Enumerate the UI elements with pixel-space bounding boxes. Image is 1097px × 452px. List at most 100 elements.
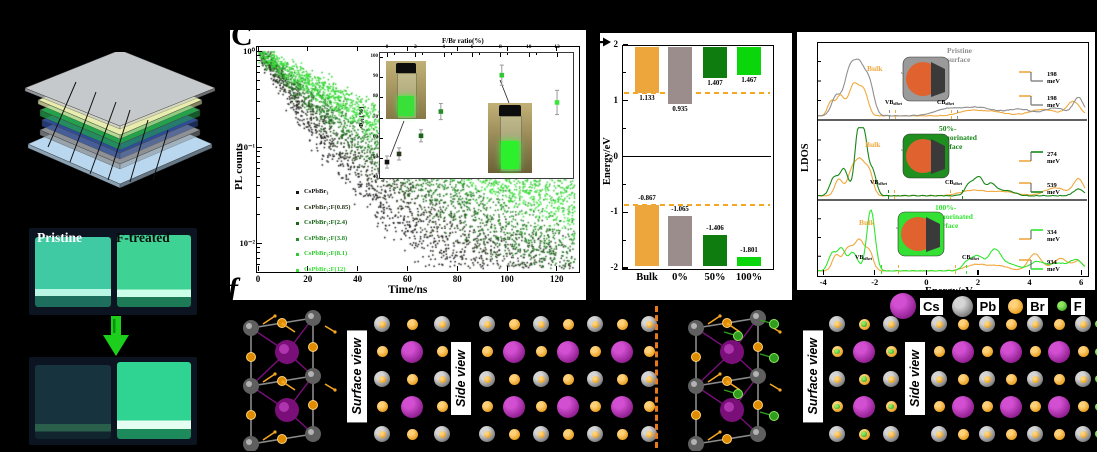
- br-on-pb: [983, 375, 991, 383]
- cs-site: [611, 340, 633, 363]
- cbm-value-label: 1.407: [707, 80, 723, 88]
- cs-site: [401, 395, 423, 418]
- legend-marker: [296, 269, 299, 272]
- y-minor-tick: [257, 60, 260, 62]
- inset-x-tick: [528, 53, 530, 57]
- vb-offset-tick: [888, 110, 890, 119]
- offset-step-glyph: [1019, 229, 1043, 240]
- legend-marker: [296, 191, 299, 194]
- br-site: [376, 346, 388, 357]
- br-on-pb: [483, 375, 491, 383]
- br-site: [1077, 401, 1089, 412]
- inset-x-tick-label: 2: [413, 44, 417, 50]
- br-site: [562, 318, 574, 330]
- br-on-pb: [645, 320, 653, 328]
- cs-site: [1000, 395, 1022, 418]
- br-on-pb: [1031, 320, 1039, 328]
- surface-label: 100%-Fluorinated surface: [935, 203, 973, 230]
- br-on-pb: [887, 430, 895, 438]
- legend-item-f: F: [1056, 297, 1085, 315]
- panel-divider: [655, 306, 658, 448]
- legend-marker: [296, 253, 299, 257]
- inset-x-minor: [450, 53, 452, 55]
- f-atom-icon: [1056, 301, 1067, 311]
- vb-offset-tick: [887, 190, 889, 199]
- y-minor-tick: [623, 128, 626, 130]
- x-tick-label: -2: [871, 277, 879, 287]
- br-site: [376, 401, 388, 412]
- y-minor-tick: [623, 239, 626, 241]
- f-on-br: [834, 403, 840, 410]
- br-site: [957, 428, 969, 440]
- vbm-bar: [737, 256, 761, 266]
- side-view-label-right: Side view: [905, 342, 925, 415]
- offset-step-glyph: [1019, 71, 1043, 82]
- f-edge-site: [1095, 320, 1097, 328]
- plqy-axis-label: ΦPL(%): [358, 106, 366, 128]
- legend-entry: CsPbBr₃: [304, 188, 329, 195]
- y-tick: [623, 100, 628, 102]
- x-tick: [556, 266, 558, 271]
- legend-entry: CsPbBr₃:F(8.1): [304, 250, 348, 258]
- fbr-ratio-axis-label: F/Br ratio(%): [442, 37, 484, 45]
- inset-x-tick-label: 10: [525, 44, 532, 50]
- cube-schematic: [896, 211, 945, 257]
- x-tick: [257, 266, 259, 271]
- y-minor-tick: [257, 65, 260, 67]
- br-on-pb: [378, 375, 386, 383]
- br-site: [535, 346, 547, 357]
- br-on-pb: [1079, 375, 1087, 383]
- legend-label-f: F: [1070, 297, 1085, 315]
- offset-step-glyph: [1019, 151, 1043, 162]
- vbm-value-label: -1.065: [671, 205, 689, 213]
- cs-site: [1048, 395, 1070, 418]
- cs-site: [952, 395, 974, 418]
- br-site: [616, 428, 628, 440]
- x-tick: [977, 270, 979, 275]
- time-axis-label: Time/ns: [388, 284, 428, 296]
- panel-band-alignment: Energy/eV 2 1 0 -1 -2 1.133 -0.867 Bulk 0.935 -1.…: [600, 33, 792, 300]
- x-tick-label: 60: [402, 274, 412, 284]
- legend-marker: [296, 237, 299, 241]
- br-on-pb: [833, 430, 841, 438]
- bulk-label: Bulk: [865, 140, 881, 149]
- x-tick-label: -4: [819, 277, 827, 287]
- legend-item-br: Br: [1008, 297, 1048, 315]
- y-minor-tick: [257, 252, 260, 254]
- inset-x-minor: [535, 53, 537, 55]
- inset-x-tick-label: 6: [470, 44, 474, 50]
- inset-y-tick-label: 70: [373, 114, 378, 120]
- br-on-pb: [591, 375, 599, 383]
- br-site: [406, 373, 418, 385]
- f-on-br: [861, 431, 867, 437]
- br-site: [616, 373, 628, 385]
- x-tick-label: 80: [452, 274, 462, 284]
- vbm-value-label: -1.801: [740, 246, 758, 254]
- vb-offset-tick: [895, 110, 897, 119]
- cb-offset-tick: [957, 110, 959, 119]
- ldos-energy-axis-label: Energy/eV: [925, 286, 973, 290]
- br-on-pb: [591, 430, 599, 438]
- cs-site: [503, 340, 525, 363]
- cube-schematic: [901, 133, 950, 179]
- inset-y-tick: [380, 178, 383, 180]
- cbm-bar: [668, 47, 692, 105]
- cs-atom-icon: [890, 293, 916, 319]
- inset-x-tick: [443, 53, 445, 57]
- x-tick-label: 100: [500, 274, 514, 284]
- br-on-pb: [483, 320, 491, 328]
- panel-pl-decay: C PL counts 0 20 40 60 80 100 120 10⁰ 10⁻¹ 10⁻² T…: [230, 30, 586, 300]
- inset-x-minor: [422, 53, 424, 55]
- band-alignment-plot: 2 1 0 -1 -2 1.133 -0.867 Bulk 0.935 -1.065 0% 1.407…: [600, 33, 792, 300]
- br-atom-icon: [1008, 298, 1024, 314]
- inset-x-tick-label: 4: [442, 44, 446, 50]
- f-edge-site: [1095, 402, 1097, 411]
- x-tick: [925, 270, 927, 275]
- panel-ldos: LDOS -4 -2 0 2 4 6 Pristine surface Bulk 198 meV…: [797, 32, 1095, 290]
- br-on-pb: [1031, 430, 1039, 438]
- vb-offset-label: VBoffset: [885, 100, 903, 107]
- y-tick-label: 10⁻²: [239, 238, 255, 248]
- cs-site: [1048, 340, 1070, 363]
- vb-offset-label: VBoffset: [855, 255, 873, 262]
- legend-item-cs: Cs: [890, 293, 943, 319]
